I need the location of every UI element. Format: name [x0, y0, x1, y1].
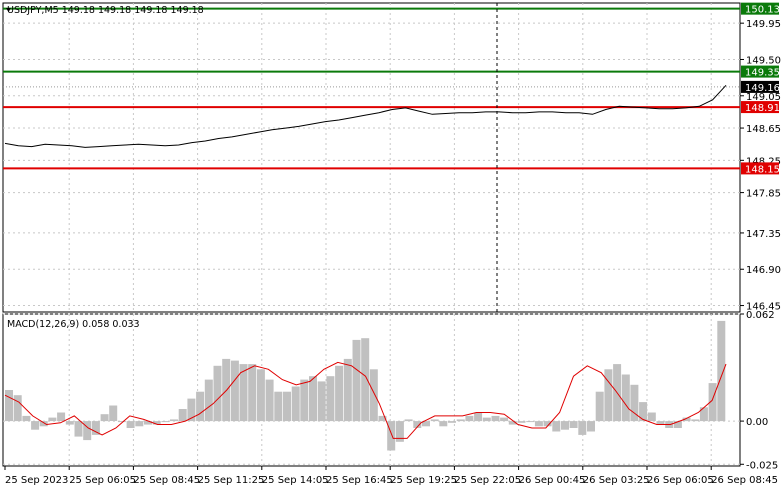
macd-histogram-bar — [57, 413, 65, 422]
macd-histogram-bar — [492, 416, 500, 421]
macd-histogram-bar — [483, 418, 491, 422]
macd-histogram-bar — [196, 392, 204, 421]
y-tick-label: 147.35 — [746, 229, 781, 240]
macd-histogram-bar — [109, 406, 117, 422]
current-price-label: 149.16 — [745, 83, 780, 94]
x-tick-label: 26 Sep 08:45 — [711, 475, 778, 486]
macd-histogram-bar — [274, 392, 282, 421]
macd-y-tick-label: 0.00 — [746, 417, 768, 428]
macd-histogram-bar — [161, 421, 169, 422]
symbol-header: USDJPY,M5 149.18 149.18 149.18 149.18 — [7, 5, 204, 16]
macd-histogram-bar — [266, 380, 274, 422]
macd-histogram-bar — [448, 421, 456, 423]
macd-histogram-bar — [552, 421, 560, 431]
x-tick-label: 25 Sep 14:05 — [262, 475, 329, 486]
macd-histogram-bar — [344, 359, 352, 421]
macd-histogram-bar — [292, 387, 300, 422]
macd-histogram-bar — [40, 421, 48, 426]
macd-histogram-bar — [465, 416, 473, 421]
macd-histogram-bar — [48, 418, 56, 422]
y-tick-label: 146.90 — [746, 265, 781, 276]
macd-histogram-bar — [127, 421, 135, 428]
macd-histogram-bar — [361, 338, 369, 421]
macd-histogram-bar — [570, 421, 578, 428]
macd-histogram-bar — [561, 421, 569, 430]
x-tick-label: 26 Sep 03:25 — [583, 475, 650, 486]
macd-header: MACD(12,26,9) 0.058 0.033 — [7, 319, 140, 330]
macd-histogram-bar — [5, 390, 13, 421]
macd-histogram-bar — [622, 375, 630, 422]
y-tick-label: 147.85 — [746, 189, 781, 200]
macd-histogram-bar — [231, 361, 239, 422]
macd-histogram-bar — [170, 419, 178, 421]
macd-histogram-bar — [14, 395, 22, 421]
macd-axis: 0.062 0.00 -0.025 — [740, 310, 778, 471]
macd-histogram-bar — [596, 392, 604, 421]
macd-histogram-bar — [248, 364, 256, 421]
x-tick-label: 26 Sep 00:45 — [519, 475, 586, 486]
macd-histogram-bar — [526, 421, 534, 422]
macd-histogram-bar — [370, 369, 378, 421]
macd-histogram-bar — [75, 421, 83, 437]
macd-histogram-bar — [309, 376, 317, 421]
macd-histogram-bar — [700, 407, 708, 421]
macd-histogram-bar — [31, 421, 39, 430]
macd-histogram-bar — [135, 421, 143, 426]
macd-histogram-bar — [335, 366, 343, 421]
macd-histogram-bar — [474, 413, 482, 422]
level-price-label: 148.15 — [745, 164, 780, 175]
macd-histogram-bar — [66, 421, 74, 425]
macd-histogram-bar — [587, 421, 595, 431]
macd-histogram-bar — [604, 369, 612, 421]
macd-histogram-bar — [431, 419, 439, 421]
macd-histogram-bar — [405, 419, 413, 421]
macd-histogram-bar — [457, 419, 465, 421]
macd-histogram-bar — [691, 419, 699, 421]
macd-histogram-bar — [326, 376, 334, 421]
time-axis: 25 Sep 2023 25 Sep 06:0525 Sep 08:4525 Se… — [5, 466, 778, 486]
macd-histogram-bar — [439, 421, 447, 426]
level-price-label: 148.91 — [745, 103, 780, 114]
x-tick-label: 25 Sep 08:45 — [133, 475, 200, 486]
macd-y-tick-label: -0.025 — [746, 460, 778, 471]
y-tick-label: 148.65 — [746, 124, 781, 135]
macd-histogram-bar — [300, 380, 308, 422]
y-tick-label: 149.95 — [746, 19, 781, 30]
macd-histogram-bar — [101, 414, 109, 421]
x-tick-label: 25 Sep 22:05 — [454, 475, 521, 486]
level-price-label: 149.35 — [745, 68, 780, 79]
price-axis: 149.95149.50149.05148.65148.25147.85147.… — [740, 3, 781, 313]
x-tick-label: 25 Sep 11:25 — [198, 475, 265, 486]
macd-histogram-bar — [283, 392, 291, 421]
macd-histogram-bar — [518, 421, 526, 423]
x-tick-label: 25 Sep 16:45 — [326, 475, 393, 486]
macd-histogram-bar — [83, 421, 91, 440]
x-tick-label: 25 Sep 2023 — [5, 475, 68, 486]
macd-histogram-bar — [353, 340, 361, 421]
macd-y-tick-label: 0.062 — [746, 310, 775, 321]
macd-histogram-bar — [118, 421, 126, 422]
macd-histogram-bar — [318, 381, 326, 421]
y-tick-label: 149.50 — [746, 55, 781, 66]
macd-histogram-bar — [22, 416, 30, 421]
macd-histogram-bar — [205, 380, 213, 422]
macd-histogram-bar — [639, 402, 647, 421]
macd-histogram-bar — [717, 321, 725, 421]
main-panel-frame — [3, 3, 740, 312]
x-tick-label: 26 Sep 06:05 — [647, 475, 714, 486]
macd-histogram-bar — [535, 421, 543, 426]
macd-histogram-bar — [179, 409, 187, 421]
x-tick-label: 25 Sep 19:25 — [390, 475, 457, 486]
x-tick-label: 25 Sep 06:05 — [69, 475, 136, 486]
macd-histogram-bar — [214, 366, 222, 421]
macd-histogram-bar — [578, 421, 586, 435]
macd-histogram-bar — [500, 418, 508, 422]
level-price-label: 150.13 — [745, 5, 780, 16]
macd-histogram-bar — [257, 369, 265, 421]
macd-histogram-bar — [648, 413, 656, 422]
